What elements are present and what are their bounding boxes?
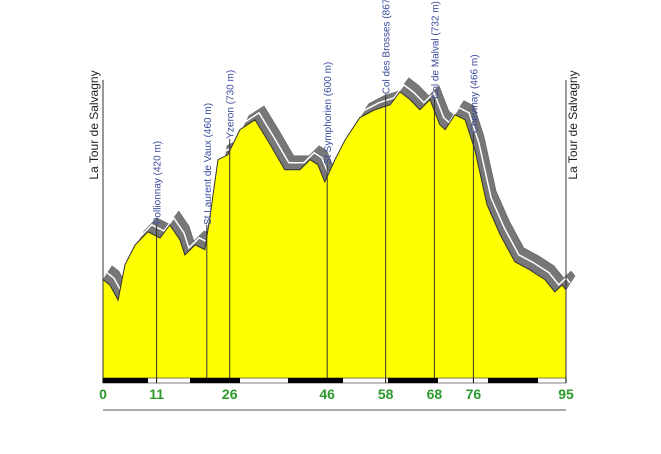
waypoint-label: La Tour de Salvagny — [87, 70, 101, 179]
waypoint-label: Col de Malval (732 m) — [430, 1, 441, 99]
x-tick-label: 58 — [378, 386, 394, 402]
scale-segment — [190, 378, 240, 383]
x-tick-label: 0 — [99, 386, 107, 402]
waypoint-label: St Laurent de Vaux (460 m) — [203, 103, 214, 225]
scale-segment — [488, 378, 538, 383]
waypoint-label: Col des Brosses (867 m) — [382, 0, 393, 94]
waypoint-label: La Tour de Salvagny — [566, 70, 580, 179]
waypoint-label: Yzeron (730 m) — [226, 70, 237, 139]
x-tick-label: 46 — [319, 386, 335, 402]
scale-segments — [103, 378, 538, 383]
scale-segment — [388, 378, 438, 383]
waypoint-label: St Symphorien (600 m) — [323, 62, 334, 165]
x-tick-label: 68 — [427, 386, 443, 402]
profile-line — [102, 91, 567, 302]
waypoint-label: Chevinay (466 m) — [469, 54, 480, 133]
x-tick-label: 76 — [466, 386, 482, 402]
profile-area — [103, 91, 566, 379]
waypoint-label: Pollionnay (420 m) — [153, 141, 164, 224]
x-tick-label: 95 — [558, 386, 574, 402]
scale-segment — [103, 378, 148, 383]
x-tick-label: 26 — [222, 386, 238, 402]
x-tick-label: 11 — [149, 386, 164, 402]
scale-segment — [288, 378, 343, 383]
